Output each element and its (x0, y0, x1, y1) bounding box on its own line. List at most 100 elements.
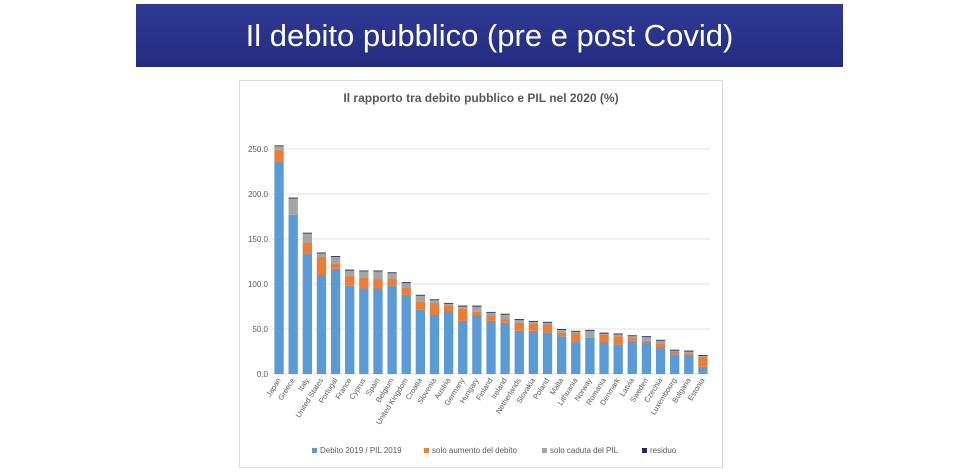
bar-segment (387, 273, 397, 279)
bar-segment (670, 350, 680, 352)
y-tick-label: 0.0 (257, 370, 269, 379)
bar-segment (472, 305, 482, 307)
bar-segment (458, 320, 468, 374)
bar-segment (458, 305, 468, 307)
bar-segment (627, 335, 637, 337)
bar-segment (387, 278, 397, 286)
bar-segment (670, 354, 680, 374)
y-tick-label: 100.0 (248, 280, 269, 289)
y-tick-label: 250.0 (248, 145, 269, 154)
bar-segment (613, 336, 623, 345)
y-tick-label: 50.0 (252, 325, 268, 334)
bar-segment (556, 329, 567, 333)
y-tick-label: 200.0 (248, 190, 269, 199)
bar-segment (655, 343, 666, 347)
bar-segment (316, 275, 327, 374)
legend-label: solo aumento del debito (432, 446, 518, 455)
bar-segment (500, 314, 510, 320)
bar-segment (514, 322, 524, 331)
bar-segment (443, 303, 454, 306)
bar-segment (288, 197, 298, 199)
bar-segment (458, 308, 468, 321)
bar-segment (684, 356, 694, 374)
bar-segment (500, 322, 510, 374)
bar-segment (613, 333, 623, 335)
bar-segment (415, 309, 426, 374)
bar-segment (655, 340, 666, 344)
bar-segment (599, 334, 609, 343)
bar-segment (401, 282, 411, 284)
bar-segment (401, 294, 411, 374)
bar-segment (684, 353, 694, 356)
bar-segment (542, 322, 553, 325)
bar-segment (585, 330, 595, 338)
bar-segment (443, 305, 454, 311)
bar-segment (288, 198, 298, 215)
bar-segment (641, 336, 652, 338)
legend-swatch (424, 448, 429, 453)
bar-segment (330, 257, 341, 264)
bar-segment (486, 312, 496, 316)
y-tick-label: 150.0 (248, 235, 269, 244)
bar-segment (429, 314, 440, 374)
bar-segment (528, 321, 539, 324)
bar-segment (274, 146, 284, 150)
bar-segment (641, 342, 652, 374)
bar-segment (472, 311, 482, 316)
bar-segment (274, 161, 284, 374)
bar-segment (627, 338, 637, 341)
bar-segment (302, 232, 312, 234)
bar-segment (585, 329, 595, 331)
bar-segment (345, 270, 355, 276)
bar-segment (542, 324, 553, 333)
bar-segment (345, 269, 355, 271)
bar-segment (599, 333, 609, 335)
bar-segment (330, 256, 341, 257)
bar-segment (401, 287, 411, 295)
bar-segment (528, 323, 539, 331)
bar-segment (472, 315, 482, 374)
bar-segment (514, 319, 524, 320)
bar-segment (443, 302, 454, 304)
bar-segment (316, 257, 327, 275)
bar-segment (655, 347, 666, 374)
bar-segment (514, 320, 524, 323)
bar-segment (486, 311, 496, 313)
bar-segment (556, 329, 567, 330)
slide-title: Il debito pubblico (pre e post Covid) (136, 4, 843, 67)
bar-segment (345, 275, 355, 286)
bar-segment (655, 339, 666, 341)
bar-segment (613, 344, 623, 374)
bar-segment (528, 330, 539, 374)
bar-segment (274, 145, 284, 147)
legend-label: solo caduta del PIL (550, 446, 619, 455)
bar-segment (429, 299, 440, 301)
bar-segment (415, 295, 426, 302)
bar-segment (556, 336, 567, 374)
bar-segment (571, 330, 581, 332)
chart-title: Il rapporto tra debito pubblico e PIL ne… (343, 91, 619, 105)
bar-segment (670, 351, 680, 355)
bar-segment (472, 306, 482, 312)
legend-label: Debito 2019 / PIL 2019 (320, 446, 402, 455)
bar-segment (359, 277, 369, 289)
bar-segment (585, 338, 595, 374)
bar-segment (571, 341, 581, 374)
bar-segment (429, 300, 440, 303)
bar-segment (698, 356, 708, 357)
bar-segment (698, 366, 708, 374)
bar-segment (571, 333, 581, 342)
bar-segment (599, 332, 609, 334)
bar-segment (500, 313, 510, 315)
bar-segment (627, 340, 637, 374)
bar-segment (613, 334, 623, 337)
chart-container: Il rapporto tra debito pubblico e PIL ne… (239, 80, 723, 468)
bar-segment (443, 311, 454, 374)
bar-segment (387, 272, 397, 274)
bar-segment (415, 294, 426, 296)
bar-segment (458, 306, 468, 309)
bar-segment (486, 315, 496, 321)
bar-segment (373, 279, 383, 289)
bar-segment (684, 351, 694, 354)
